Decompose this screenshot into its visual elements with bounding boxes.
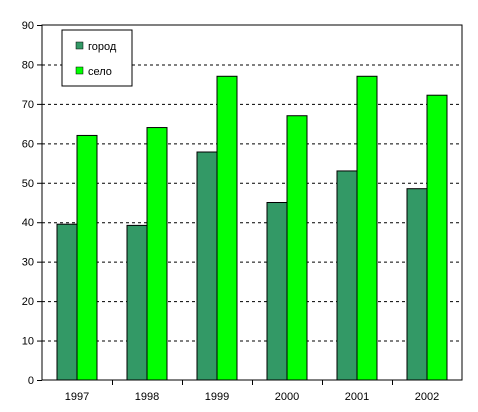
bar-gorod-1997 bbox=[56, 223, 78, 381]
x-tick-label-2002: 2002 bbox=[415, 391, 439, 403]
bar-series bbox=[56, 75, 448, 381]
y-tick-label-70: 70 bbox=[22, 99, 34, 111]
legend-swatch-selo bbox=[75, 66, 84, 75]
bar-selo-2002 bbox=[426, 94, 448, 381]
bar-selo-1998 bbox=[146, 127, 168, 381]
bar-gorod-2001 bbox=[336, 170, 358, 381]
legend-label-selo: село bbox=[88, 66, 112, 78]
y-tick-label-10: 10 bbox=[22, 336, 34, 348]
bar-gorod-2002 bbox=[406, 188, 428, 381]
bar-selo-2001 bbox=[356, 75, 378, 381]
y-tick-label-40: 40 bbox=[22, 217, 34, 229]
y-tick-label-20: 20 bbox=[22, 296, 34, 308]
y-tick-label-60: 60 bbox=[22, 138, 34, 150]
x-tick-label-2001: 2001 bbox=[345, 391, 369, 403]
x-tick-label-1997: 1997 bbox=[65, 391, 89, 403]
bar-gorod-1998 bbox=[126, 224, 148, 381]
legend-label-gorod: город bbox=[88, 41, 117, 53]
y-tick-label-50: 50 bbox=[22, 178, 34, 190]
y-tick-label-90: 90 bbox=[22, 20, 34, 32]
y-tick-label-80: 80 bbox=[22, 59, 34, 71]
x-tick-label-2000: 2000 bbox=[275, 391, 299, 403]
axes: 0 10 20 30 40 50 60 70 80 90 1997 1998 1999 2000 2001 2… bbox=[22, 20, 463, 403]
bar-selo-1999 bbox=[216, 75, 238, 381]
y-tick-label-30: 30 bbox=[22, 257, 34, 269]
legend: город село bbox=[61, 29, 133, 87]
y-tick-label-0: 0 bbox=[28, 375, 34, 387]
bar-gorod-1999 bbox=[196, 151, 218, 381]
legend-swatch-gorod bbox=[75, 41, 84, 50]
bar-selo-2000 bbox=[286, 115, 308, 381]
bar-selo-1997 bbox=[76, 134, 98, 381]
bar-gorod-2000 bbox=[266, 202, 288, 381]
grid-lines bbox=[42, 64, 462, 342]
x-tick-label-1998: 1998 bbox=[135, 391, 159, 403]
legend-box bbox=[61, 29, 133, 87]
x-tick-label-1999: 1999 bbox=[205, 391, 229, 403]
